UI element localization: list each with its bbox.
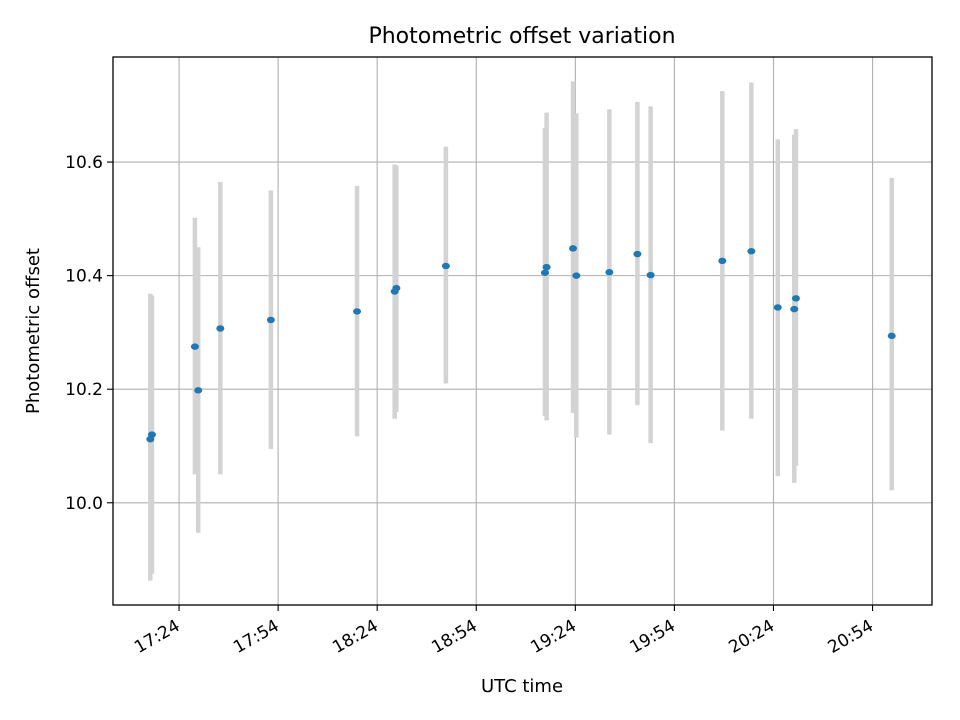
data-point: [216, 325, 225, 332]
data-point: [646, 271, 655, 279]
data-point: [190, 343, 199, 350]
data-point: [266, 316, 275, 324]
data-point: [392, 284, 401, 292]
data-point: [887, 332, 896, 340]
y-tick-label: 10.6: [65, 153, 103, 173]
data-point: [147, 431, 156, 438]
data-point: [790, 305, 799, 313]
data-point: [542, 263, 551, 271]
data-point: [773, 304, 782, 311]
data-point: [633, 250, 642, 258]
data-point: [605, 269, 614, 276]
data-point: [353, 308, 362, 315]
y-tick-label: 10.4: [65, 267, 103, 287]
data-point: [718, 257, 727, 265]
x-axis-label: UTC time: [481, 676, 563, 697]
y-axis-ticks: 10.0 10.2 10.4 10.6: [65, 153, 113, 514]
plot-frame: [112, 56, 933, 606]
chart-title: Photometric offset variation: [368, 24, 675, 49]
data-point: [194, 387, 203, 394]
data-point: [540, 269, 549, 276]
data-point: [747, 248, 756, 255]
data-point: [569, 245, 578, 252]
y-axis-label: Photometric offset: [23, 248, 44, 414]
data-point: [791, 295, 800, 302]
data-point: [572, 272, 581, 279]
data-point: [441, 262, 450, 270]
y-tick-label: 10.2: [65, 380, 103, 400]
data-points: [146, 245, 896, 443]
y-tick-label: 10.0: [65, 494, 103, 514]
